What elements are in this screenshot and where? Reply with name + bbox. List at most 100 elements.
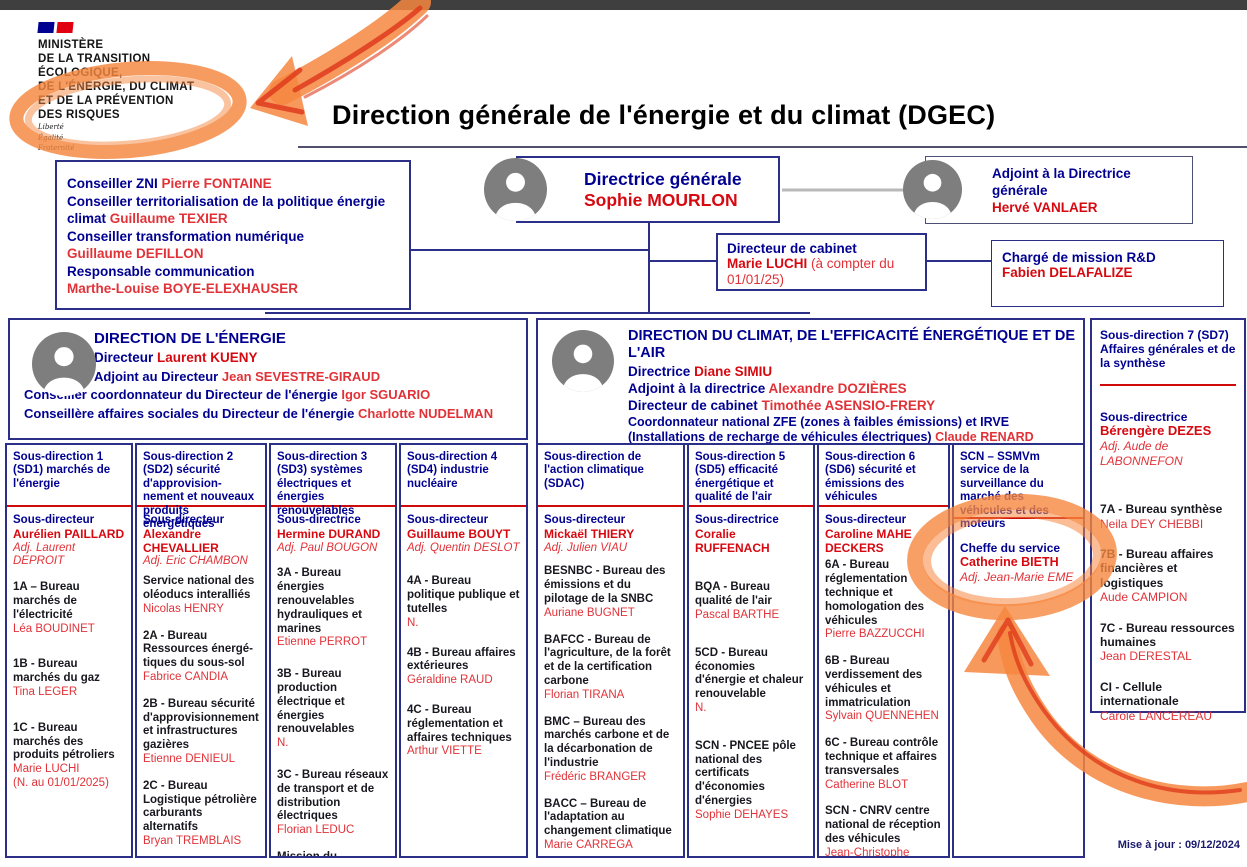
rd-name: Fabien DELAFALIZE xyxy=(1002,265,1133,280)
direction-climat-box: DIRECTION DU CLIMAT, DE L'EFFICACITÉ ÉNE… xyxy=(536,318,1085,445)
deputy-dg-role: Adjoint à la Directrice générale xyxy=(992,166,1131,198)
ministry-name-line: DES RISQUES xyxy=(38,109,120,122)
bureau-entry: BAFCC - Bureau de l'agriculture, de la f… xyxy=(544,633,671,701)
bureau-entry: 3B - Bureau production électrique et éne… xyxy=(277,668,355,750)
column-sd3: Sous-direction 3 (SD3) systèmes électriq… xyxy=(269,443,397,858)
bureau-entry: CI - Cellule internationale Carole LANCE… xyxy=(1100,679,1213,723)
sd7-header: Sous-direction 7 (SD7) Affaires générale… xyxy=(1100,328,1236,371)
ministry-name-line: DE LA TRANSITION xyxy=(38,53,151,66)
cabinet-name: Marie LUCHI (à compter du 01/01/25) xyxy=(727,256,895,288)
column-header: Sous-direction de l'action climatique (S… xyxy=(544,451,644,490)
red-divider xyxy=(1100,384,1236,387)
direction-climat-coordonnateur: Coordonnateur national ZFE (zones à faib… xyxy=(628,414,1034,445)
person-icon xyxy=(903,160,962,219)
column-head: Sous-directeur Caroline MAHE DECKERS xyxy=(825,514,912,555)
director-general-box: Directrice générale Sophie MOURLON xyxy=(516,156,780,223)
bureau-entry: BMC – Bureau des marchés carbone et de l… xyxy=(544,715,670,783)
red-divider xyxy=(538,505,683,507)
direction-energie-conseiller: Conseiller coordonnateur du Directeur de… xyxy=(24,387,431,403)
column-header: Sous-direction 2 (SD2) sécurité d'approv… xyxy=(143,451,255,531)
red-divider xyxy=(819,505,948,507)
rd-role: Chargé de mission R&D xyxy=(1002,250,1156,265)
red-divider xyxy=(7,505,131,507)
sd7-box: Sous-direction 7 (SD7) Affaires générale… xyxy=(1090,318,1246,723)
bureau-entry: 1A – Bureau marchés de l'électricité Léa… xyxy=(13,581,95,635)
director-general-role: Directrice générale xyxy=(584,168,742,189)
column-sd1: Sous-direction 1 (SD1) marchés de l'éner… xyxy=(5,443,133,858)
column-head: Sous-directeur Alexandre CHEVALLIER Adj.… xyxy=(143,514,248,568)
column-head: Sous-directeur Mickaël THIERY Adj. Julie… xyxy=(544,514,635,554)
direction-climat-directrice: Directrice Diane SIMIU xyxy=(628,363,773,379)
advisor-line: Conseiller transformation numérique Guill… xyxy=(67,228,305,262)
direction-energie-conseillere: Conseillère affaires sociales du Directe… xyxy=(24,406,494,422)
column-sd4: Sous-direction 4 (SD4) industrie nucléai… xyxy=(399,443,528,858)
bureau-entry: SCN - PNCEE pôle national des certificat… xyxy=(695,739,796,821)
column-header: SCN – SSMVm service de la surveillance d… xyxy=(960,451,1049,531)
bureau-entry: 2B - Bureau sécurité d'approvisionnement… xyxy=(143,697,259,765)
column-head: Sous-directrice Hermine DURAND Adj. Paul… xyxy=(277,514,381,554)
bureau-entry: BACC – Bureau de l'adaptation au changem… xyxy=(544,797,672,851)
republic-motto: Liberté Égalité Fraternité xyxy=(38,123,75,153)
advisor-line: Responsable communication Marthe-Louise B… xyxy=(67,263,299,297)
advisor-line: Conseiller ZNI Pierre FONTAINE xyxy=(67,176,272,191)
ministry-name-line: DE L'ÉNERGIE, DU CLIMAT xyxy=(38,81,195,94)
bureau-entry: BQA - Bureau qualité de l'air Pascal BAR… xyxy=(695,581,780,621)
direction-climat-cabinet: Directeur de cabinet Timothée ASENSIO-FR… xyxy=(628,397,936,413)
column-header: Sous-direction 3 (SD3) systèmes électriq… xyxy=(277,451,368,517)
bureau-entry: BESNBC - Bureau des émissions et du pilo… xyxy=(544,565,666,619)
column-sdac: Sous-direction de l'action climatique (S… xyxy=(536,443,685,858)
bureau-entry: 3A - Bureau énergies renouvelables hydra… xyxy=(277,567,368,649)
red-divider xyxy=(401,505,526,507)
deputy-dg-name: Hervé VANLAER xyxy=(992,199,1098,215)
column-sd6: Sous-direction 6 (SD6) sécurité et émiss… xyxy=(817,443,950,858)
column-sd2: Sous-direction 2 (SD2) sécurité d'approv… xyxy=(135,443,267,858)
cabinet-role: Directeur de cabinet xyxy=(727,241,857,256)
bureau-entry: 4B - Bureau affaires extérieures Géraldi… xyxy=(407,646,516,687)
bureau-entry: 7B - Bureau affaires financières et logi… xyxy=(1100,546,1214,605)
column-head: Sous-directeur Aurélien PAILLARD Adj. La… xyxy=(13,514,125,568)
column-head: Sous-directeur Guillaume BOUYT Adj. Quen… xyxy=(407,514,520,554)
ministry-name-line: ÉCOLOGIQUE, xyxy=(38,67,123,80)
red-divider xyxy=(137,505,265,507)
bureau-entry: Service national des oléoducs interallié… xyxy=(143,575,255,615)
ministry-logo: MINISTÈRE DE LA TRANSITION ÉCOLOGIQUE, D… xyxy=(37,22,195,154)
advisors-box: Conseiller ZNI Pierre FONTAINE Conseille… xyxy=(55,160,411,310)
column-head: Sous-directrice Coralie RUFFENACH xyxy=(695,514,779,555)
column-head: Cheffe du service Catherine BIETH Adj. J… xyxy=(960,541,1074,584)
bureau-entry: 1C - Bureau marchés des produits pétroli… xyxy=(13,721,115,789)
bureau-entry: 6B - Bureau verdissement des véhicules e… xyxy=(825,655,939,723)
direction-energie-adjoint: Adjoint au Directeur Jean SEVESTRE-GIRAU… xyxy=(94,368,381,384)
bureau-entry: 4A - Bureau politique publique et tutell… xyxy=(407,575,520,629)
column-header: Sous-direction 5 (SD5) efficacité énergé… xyxy=(695,451,786,504)
bureau-entry: 4C - Bureau réglementation et affaires t… xyxy=(407,703,512,758)
column-header: Sous-direction 1 (SD1) marchés de l'éner… xyxy=(13,451,111,490)
top-window-bar xyxy=(0,0,1247,10)
page-title: Direction générale de l'énergie et du cl… xyxy=(332,100,996,130)
rd-mission-box: Chargé de mission R&D Fabien DELAFALIZE xyxy=(991,240,1224,307)
column-header: Sous-direction 4 (SD4) industrie nucléai… xyxy=(407,451,498,490)
bureau-entry: 6A - Bureau réglementation technique et … xyxy=(825,559,925,641)
person-icon xyxy=(32,332,96,396)
bureau-entry: 6C - Bureau contrôle technique et affair… xyxy=(825,737,939,791)
ministry-name-line: MINISTÈRE xyxy=(38,39,104,51)
direction-climat-title: DIRECTION DU CLIMAT, DE L'EFFICACITÉ ÉNE… xyxy=(628,328,1076,362)
bureau-entry: SCN - CNRV centre national de réception … xyxy=(825,805,941,858)
ministry-name-line: ET DE LA PRÉVENTION xyxy=(38,95,174,108)
bureau-entry: 7C - Bureau ressources humaines Jean DER… xyxy=(1100,620,1235,664)
deputy-director-general-box: Adjoint à la Directrice générale Hervé V… xyxy=(925,156,1193,224)
direction-energie-director: Directeur Laurent KUENY xyxy=(94,350,258,365)
column-scn-ssmvm: SCN – SSMVm service de la surveillance d… xyxy=(952,443,1085,858)
last-updated-label: Mise à jour : 09/12/2024 xyxy=(1117,839,1240,851)
bureau-entry: Mission du financement de l'électrificat… xyxy=(277,850,338,858)
direction-energie-title: DIRECTION DE L'ÉNERGIE xyxy=(94,330,286,347)
column-sd5: Sous-direction 5 (SD5) efficacité énergé… xyxy=(687,443,815,858)
director-general-name: Sophie MOURLON xyxy=(584,189,738,210)
cabinet-director-box: Directeur de cabinet Marie LUCHI (à comp… xyxy=(716,233,927,291)
advisor-line: Conseiller territorialisation de la poli… xyxy=(67,193,386,227)
sd7-head: Sous-directrice Bérengère DEZES Adj. Aud… xyxy=(1100,410,1212,468)
bureau-entry: 3C - Bureau réseaux de transport et de d… xyxy=(277,768,389,837)
bureau-entry: 2C - Bureau Logistique pétrolière carbur… xyxy=(143,779,257,847)
column-header: Sous-direction 6 (SD6) sécurité et émiss… xyxy=(825,451,916,504)
red-divider xyxy=(271,505,395,507)
